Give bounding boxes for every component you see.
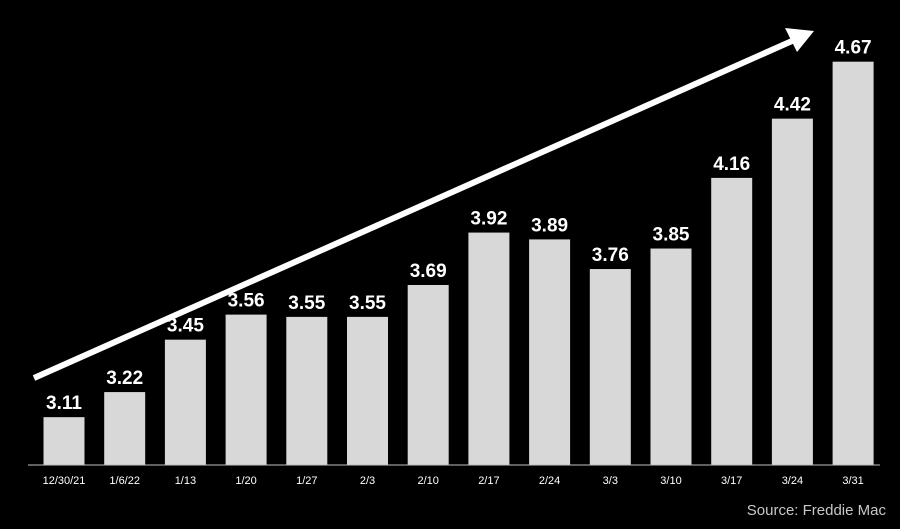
trend-arrow <box>32 28 814 381</box>
x-tick-label: 12/30/21 <box>43 475 86 487</box>
value-label: 4.16 <box>713 154 750 175</box>
x-tick-label: 1/6/22 <box>109 475 140 487</box>
x-tick-label: 3/10 <box>660 475 681 487</box>
value-label: 3.11 <box>46 393 82 414</box>
value-label: 3.22 <box>106 368 143 389</box>
x-tick-label: 3/31 <box>842 475 863 487</box>
x-tick-label: 3/3 <box>603 475 618 487</box>
value-label: 3.45 <box>167 316 204 337</box>
value-label: 3.92 <box>470 209 507 230</box>
bar-2/3 <box>347 316 388 465</box>
bar-1/27 <box>286 316 328 465</box>
bar-12/30/21 <box>43 417 85 465</box>
value-label: 3.89 <box>531 215 568 236</box>
x-tick-label: 1/20 <box>235 475 256 487</box>
value-label: 3.55 <box>288 293 325 314</box>
value-label: 3.69 <box>410 261 447 282</box>
x-tick-label: 3/17 <box>721 475 742 487</box>
x-tick-label: 2/3 <box>360 475 375 487</box>
source-note: Source: Freddie Mac <box>746 502 886 519</box>
x-tick-label: 2/10 <box>417 475 438 487</box>
trend-arrow-head <box>785 28 814 52</box>
bar-1/20 <box>225 314 267 465</box>
trend-arrow-shaft <box>32 38 794 381</box>
value-label: 3.76 <box>592 245 629 266</box>
x-tick-label: 1/13 <box>175 475 196 487</box>
x-tick-label: 2/17 <box>478 475 499 487</box>
x-tick-label: 2/24 <box>539 475 560 487</box>
bars-layer <box>43 61 874 466</box>
bar-1/6/22 <box>104 392 146 465</box>
value-label: 3.85 <box>653 225 690 246</box>
bar-3/3 <box>589 269 631 465</box>
value-labels-layer: 3.11 3.22 3.45 3.56 3.55 3.55 3.69 3.92 3.89 3.76… <box>46 38 872 414</box>
bar-3/10 <box>650 248 692 465</box>
bar-2/17 <box>468 232 510 465</box>
tick-labels-layer: 12/30/21 1/6/22 1/13 1/20 1/27 2/3 2/10 2/17 2/2… <box>43 475 864 487</box>
value-label: 3.55 <box>349 293 386 314</box>
bar-2/24 <box>529 239 571 465</box>
bar-2/10 <box>407 284 449 465</box>
bar-3/17 <box>711 177 753 465</box>
x-tick-label: 1/27 <box>296 475 317 487</box>
value-label: 4.42 <box>774 95 811 116</box>
bar-3/24 <box>771 118 813 465</box>
bar-3/31 <box>832 61 874 466</box>
bar-1/13 <box>164 339 206 465</box>
value-label: 4.67 <box>835 38 872 59</box>
value-label: 3.56 <box>228 291 265 312</box>
x-tick-label: 3/24 <box>782 475 803 487</box>
